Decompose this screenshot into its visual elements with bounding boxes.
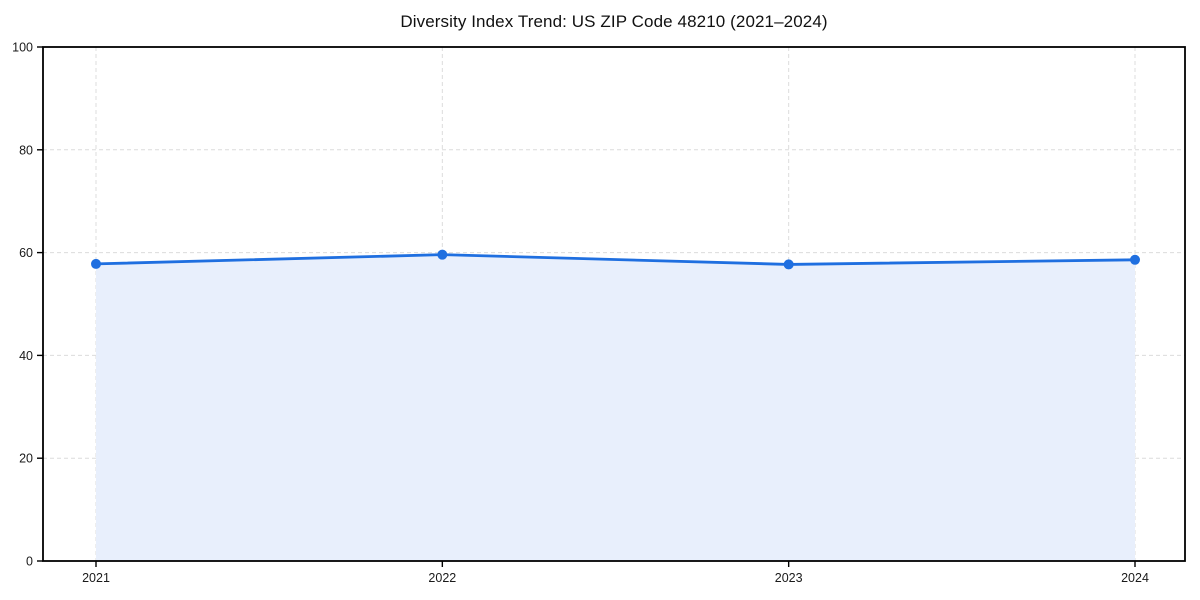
y-tick-label: 20 xyxy=(19,452,33,466)
y-tick-label: 60 xyxy=(19,246,33,260)
area-fill xyxy=(96,254,1135,561)
data-point-2022 xyxy=(437,249,448,260)
data-point-2024 xyxy=(1130,254,1140,265)
data-point-2023 xyxy=(783,259,794,270)
x-tick-label: 2024 xyxy=(1121,571,1149,585)
chart-title: Diversity Index Trend: US ZIP Code 48210… xyxy=(400,12,828,31)
y-tick-label: 80 xyxy=(19,143,33,157)
y-tick-label: 100 xyxy=(12,41,33,55)
y-tick-label: 40 xyxy=(19,349,33,363)
plot-border xyxy=(42,46,1186,562)
data-point-2021 xyxy=(91,258,101,269)
y-tick-label: 0 xyxy=(26,555,33,569)
x-tick-label: 2021 xyxy=(82,571,110,585)
x-tick-label: 2023 xyxy=(775,571,803,585)
x-tick-label: 2022 xyxy=(428,571,456,585)
trend-line xyxy=(94,253,1137,266)
